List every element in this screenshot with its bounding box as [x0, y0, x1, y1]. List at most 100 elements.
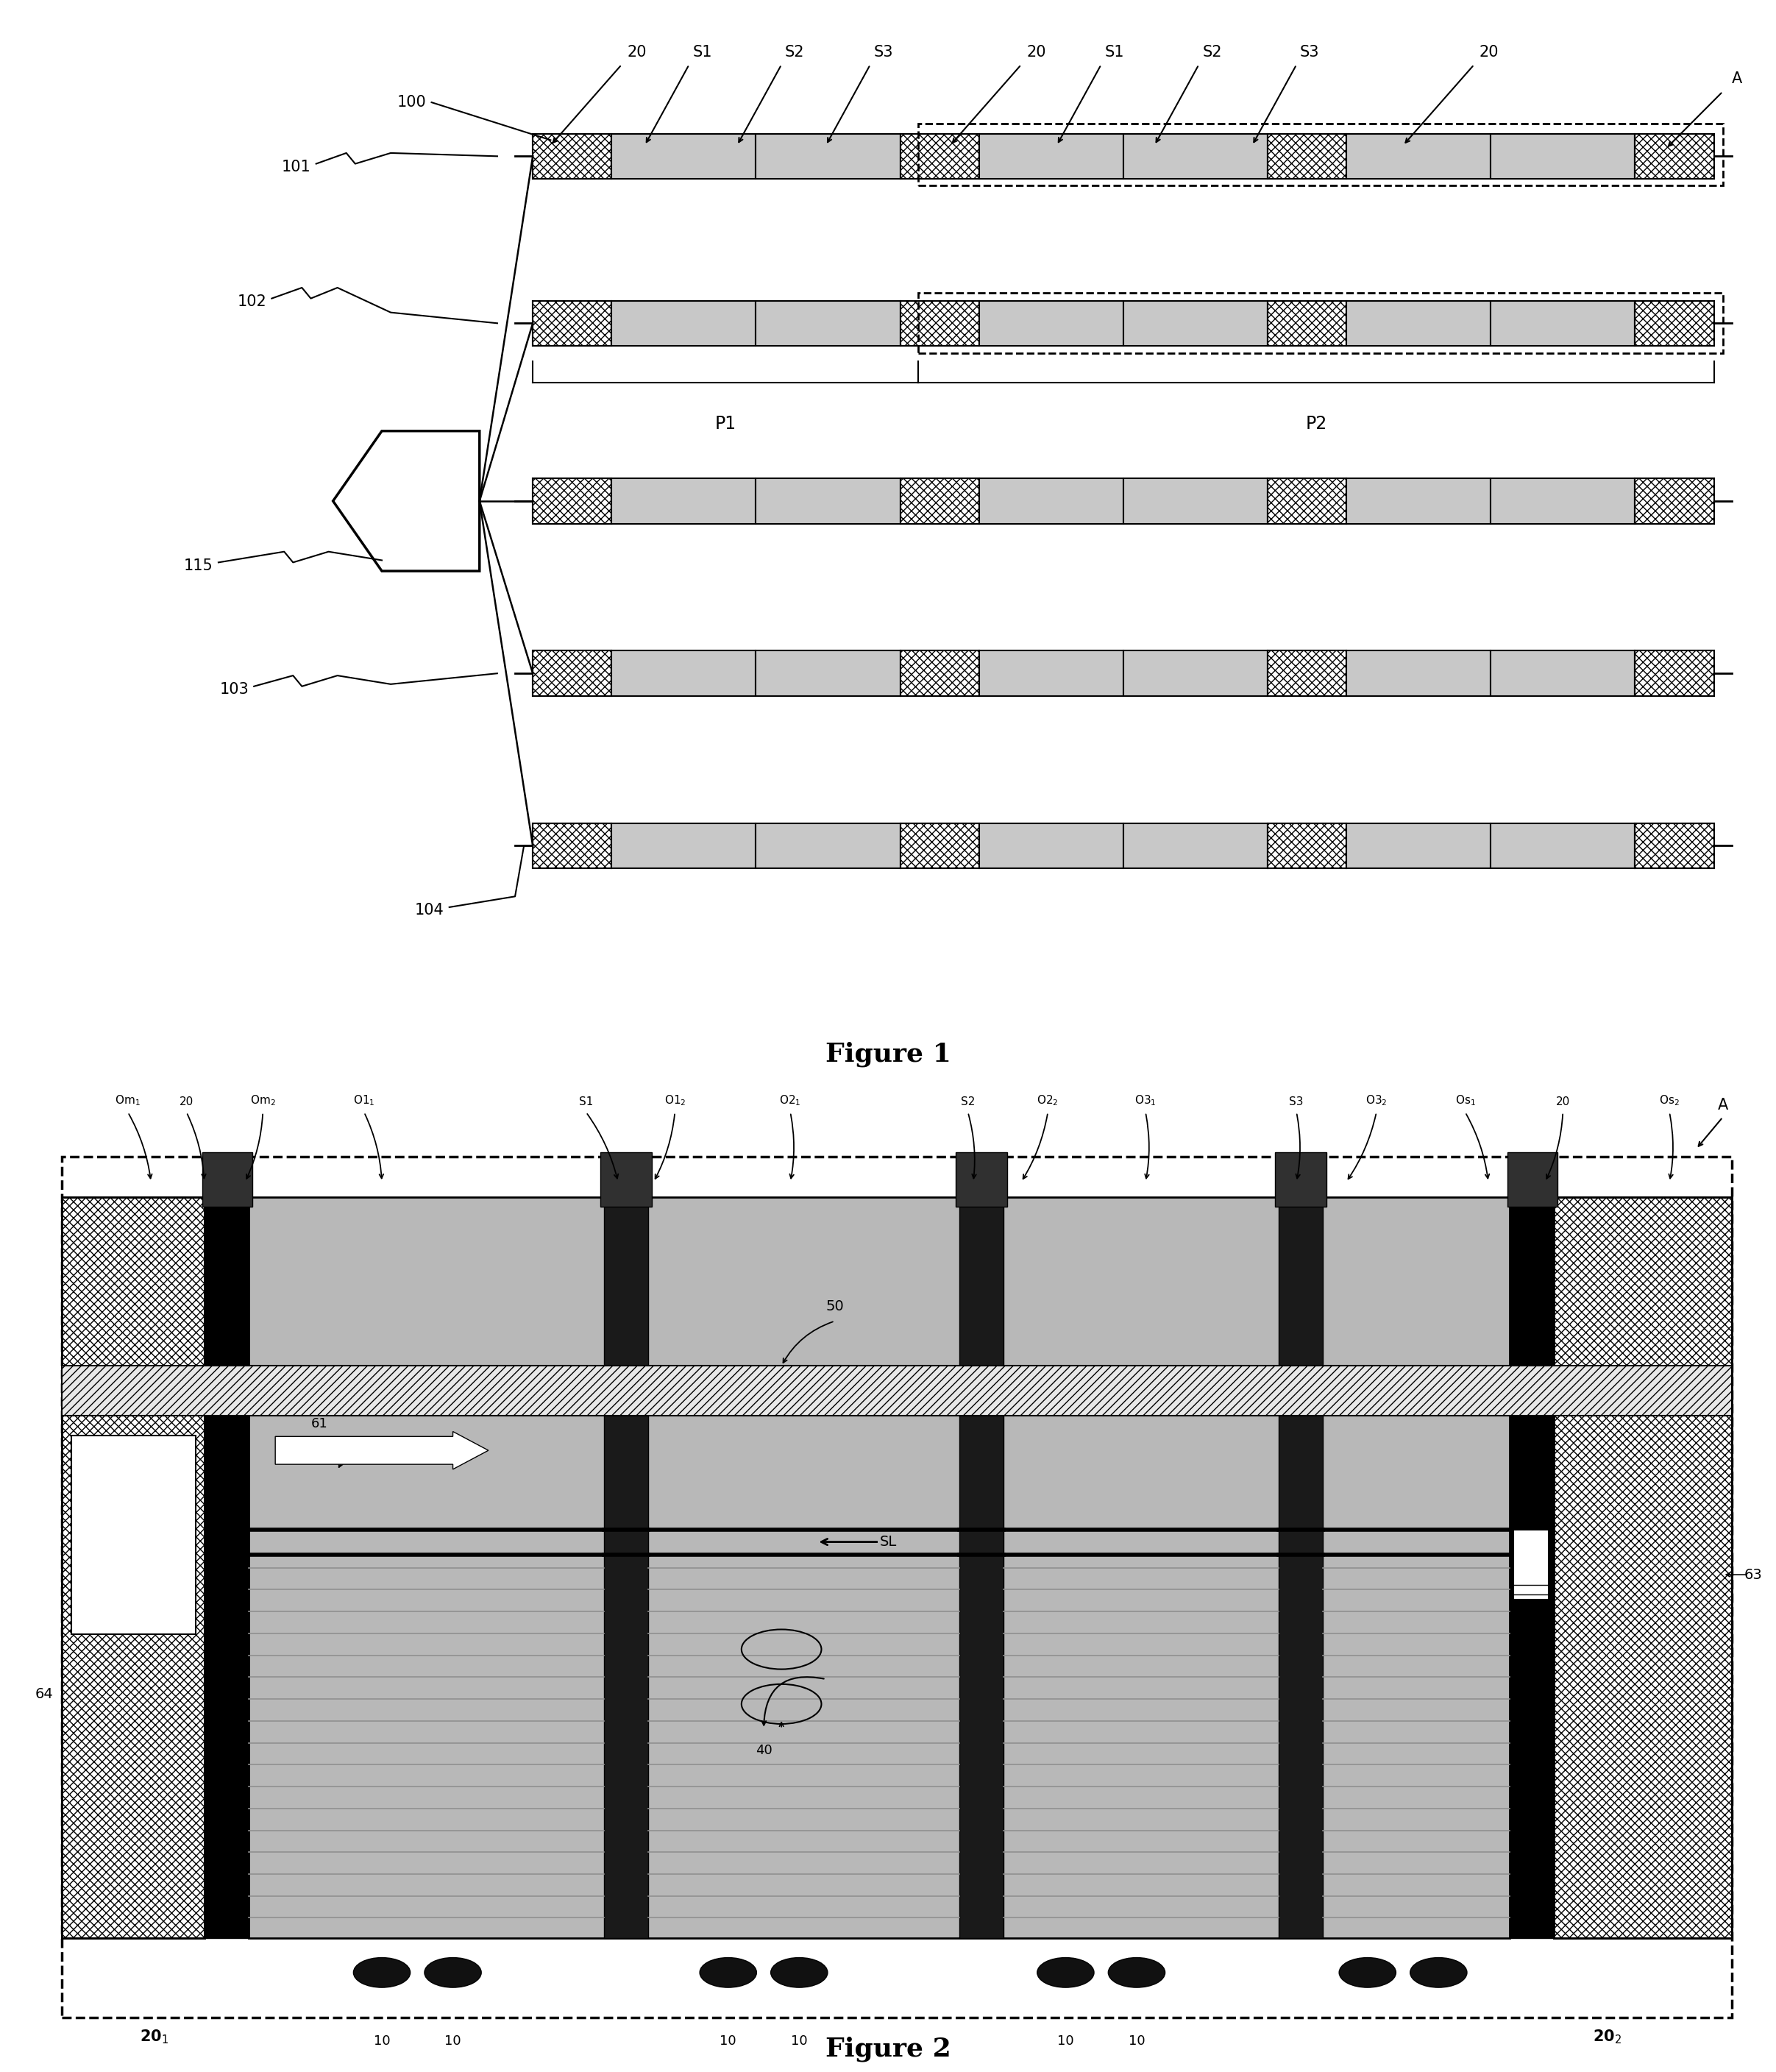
Text: 20: 20: [1479, 44, 1499, 60]
FancyBboxPatch shape: [1268, 300, 1346, 346]
FancyBboxPatch shape: [71, 1436, 195, 1635]
Text: 50: 50: [826, 1299, 844, 1314]
FancyBboxPatch shape: [1346, 479, 1490, 524]
FancyBboxPatch shape: [955, 1152, 1007, 1206]
FancyBboxPatch shape: [1268, 133, 1346, 178]
FancyBboxPatch shape: [533, 651, 611, 696]
Text: S1: S1: [693, 44, 712, 60]
Text: 10: 10: [444, 2035, 462, 2047]
FancyBboxPatch shape: [1636, 823, 1714, 868]
FancyBboxPatch shape: [900, 300, 979, 346]
Text: 10: 10: [719, 2035, 737, 2047]
Text: 64: 64: [36, 1687, 53, 1701]
Text: 103: 103: [220, 682, 249, 696]
Text: 61: 61: [311, 1417, 327, 1430]
FancyBboxPatch shape: [979, 651, 1124, 696]
Text: 100: 100: [398, 95, 426, 110]
Text: 10: 10: [790, 2035, 808, 2047]
Text: P2: P2: [1305, 414, 1327, 433]
FancyBboxPatch shape: [1279, 1198, 1323, 1937]
Text: O1$_2$: O1$_2$: [664, 1094, 686, 1106]
Text: O3$_1$: O3$_1$: [1135, 1094, 1156, 1106]
FancyBboxPatch shape: [900, 823, 979, 868]
FancyBboxPatch shape: [533, 133, 611, 178]
FancyBboxPatch shape: [1513, 1529, 1549, 1600]
FancyBboxPatch shape: [611, 300, 757, 346]
FancyBboxPatch shape: [979, 479, 1124, 524]
Ellipse shape: [424, 1958, 481, 1987]
FancyBboxPatch shape: [1346, 651, 1490, 696]
FancyBboxPatch shape: [611, 133, 757, 178]
Text: P1: P1: [714, 414, 737, 433]
Ellipse shape: [1037, 1958, 1094, 1987]
FancyBboxPatch shape: [1490, 300, 1636, 346]
FancyBboxPatch shape: [757, 479, 900, 524]
FancyBboxPatch shape: [1510, 1198, 1554, 1937]
Text: Om$_2$: Om$_2$: [250, 1094, 275, 1106]
FancyBboxPatch shape: [62, 1198, 204, 1937]
Text: O1$_1$: O1$_1$: [353, 1094, 375, 1106]
Text: 10: 10: [1057, 2035, 1074, 2047]
Ellipse shape: [1339, 1958, 1396, 1987]
Ellipse shape: [700, 1958, 757, 1987]
FancyBboxPatch shape: [1124, 479, 1268, 524]
Text: S1: S1: [1105, 44, 1124, 60]
FancyBboxPatch shape: [1554, 1198, 1732, 1937]
Text: S1: S1: [579, 1096, 593, 1106]
FancyBboxPatch shape: [900, 479, 979, 524]
FancyBboxPatch shape: [757, 823, 900, 868]
Text: 20: 20: [1027, 44, 1046, 60]
FancyBboxPatch shape: [900, 133, 979, 178]
Ellipse shape: [771, 1958, 828, 1987]
FancyBboxPatch shape: [757, 300, 900, 346]
Text: 104: 104: [416, 903, 444, 918]
FancyBboxPatch shape: [1346, 300, 1490, 346]
FancyBboxPatch shape: [202, 1152, 252, 1206]
FancyBboxPatch shape: [1636, 300, 1714, 346]
Text: S3: S3: [1289, 1096, 1304, 1106]
Text: Figure 2: Figure 2: [826, 2037, 950, 2062]
FancyBboxPatch shape: [1490, 479, 1636, 524]
Text: 101: 101: [282, 160, 311, 174]
FancyBboxPatch shape: [900, 651, 979, 696]
FancyBboxPatch shape: [1268, 651, 1346, 696]
FancyBboxPatch shape: [62, 1365, 1732, 1415]
FancyBboxPatch shape: [1346, 823, 1490, 868]
Text: Os$_2$: Os$_2$: [1659, 1094, 1680, 1106]
Text: 20: 20: [179, 1096, 194, 1106]
Text: 115: 115: [185, 557, 213, 574]
FancyBboxPatch shape: [204, 1198, 249, 1937]
Ellipse shape: [1410, 1958, 1467, 1987]
FancyBboxPatch shape: [757, 651, 900, 696]
FancyBboxPatch shape: [1346, 133, 1490, 178]
FancyBboxPatch shape: [611, 823, 757, 868]
FancyBboxPatch shape: [1124, 823, 1268, 868]
Text: O2$_2$: O2$_2$: [1037, 1094, 1058, 1106]
Text: O3$_2$: O3$_2$: [1366, 1094, 1387, 1106]
Text: 20: 20: [627, 44, 646, 60]
Text: SL: SL: [879, 1535, 897, 1550]
Text: S3: S3: [874, 44, 893, 60]
FancyBboxPatch shape: [1490, 823, 1636, 868]
Text: S2: S2: [785, 44, 805, 60]
FancyBboxPatch shape: [979, 133, 1124, 178]
FancyBboxPatch shape: [1490, 133, 1636, 178]
Text: S2: S2: [1202, 44, 1222, 60]
FancyBboxPatch shape: [979, 300, 1124, 346]
Text: A: A: [1732, 70, 1742, 87]
FancyBboxPatch shape: [757, 133, 900, 178]
Ellipse shape: [1108, 1958, 1165, 1987]
Text: A: A: [1717, 1098, 1728, 1113]
FancyBboxPatch shape: [533, 479, 611, 524]
Text: S2: S2: [961, 1096, 975, 1106]
Text: 62: 62: [311, 1452, 327, 1465]
FancyBboxPatch shape: [1124, 300, 1268, 346]
FancyBboxPatch shape: [959, 1198, 1003, 1937]
FancyBboxPatch shape: [249, 1198, 1510, 1937]
FancyBboxPatch shape: [600, 1152, 652, 1206]
FancyBboxPatch shape: [1490, 651, 1636, 696]
FancyBboxPatch shape: [979, 823, 1124, 868]
FancyBboxPatch shape: [533, 300, 611, 346]
FancyBboxPatch shape: [1636, 479, 1714, 524]
FancyBboxPatch shape: [1268, 823, 1346, 868]
